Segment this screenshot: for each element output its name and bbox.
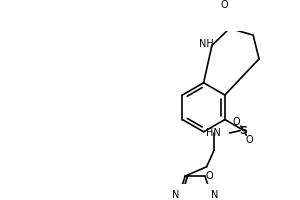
Text: O: O (205, 171, 213, 181)
Text: O: O (245, 135, 253, 145)
Text: N: N (172, 190, 179, 200)
Text: S: S (239, 126, 247, 136)
Text: O: O (232, 117, 240, 127)
Text: NH: NH (200, 39, 214, 49)
Text: O: O (220, 0, 228, 10)
Text: N: N (211, 190, 218, 200)
Text: HN: HN (206, 128, 220, 138)
